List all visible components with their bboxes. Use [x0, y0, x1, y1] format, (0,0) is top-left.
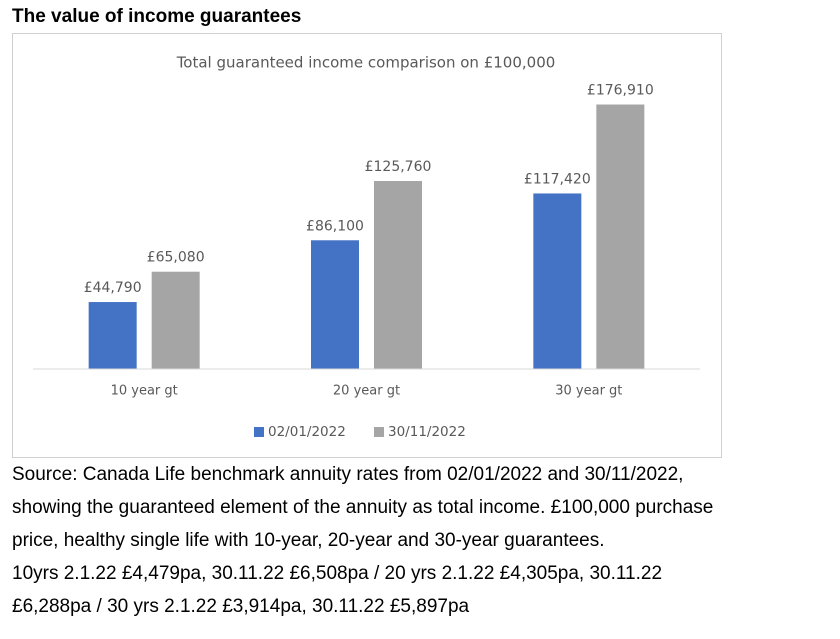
- legend-swatch: [374, 427, 384, 437]
- legend-label: 30/11/2022: [388, 424, 466, 440]
- chart: Total guaranteed income comparison on £1…: [12, 33, 722, 458]
- source-line: Source: Canada Life benchmark annuity ra…: [12, 464, 684, 485]
- bar: [596, 104, 645, 370]
- x-tick-label: 30 year gt: [555, 384, 622, 399]
- chart-title: Total guaranteed income comparison on £1…: [176, 54, 556, 72]
- data-label: £117,420: [524, 171, 591, 187]
- source-line: showing the guaranteed element of the an…: [12, 497, 714, 518]
- bar: [88, 302, 137, 369]
- bar: [311, 240, 359, 369]
- legend-label: 02/01/2022: [268, 424, 346, 440]
- legend-swatch: [254, 427, 264, 437]
- heading: The value of income guarantees: [12, 6, 302, 27]
- x-tick-label: 10 year gt: [111, 384, 178, 399]
- source-line: £6,288pa / 30 yrs 2.1.22 £3,914pa, 30.11…: [12, 596, 470, 617]
- data-label: £65,080: [147, 250, 205, 266]
- source-line: price, healthy single life with 10-year,…: [12, 530, 605, 551]
- bar: [374, 180, 422, 369]
- bar: [151, 271, 200, 369]
- source-note: Source: Canada Life benchmark annuity ra…: [12, 458, 713, 623]
- data-label: £44,790: [84, 280, 142, 296]
- x-tick-label: 20 year gt: [333, 384, 400, 399]
- data-label: £86,100: [306, 218, 364, 234]
- data-label: £125,760: [365, 159, 432, 175]
- data-label: £176,910: [587, 83, 654, 99]
- bar: [533, 193, 582, 369]
- source-line: 10yrs 2.1.22 £4,479pa, 30.11.22 £6,508pa…: [12, 563, 663, 584]
